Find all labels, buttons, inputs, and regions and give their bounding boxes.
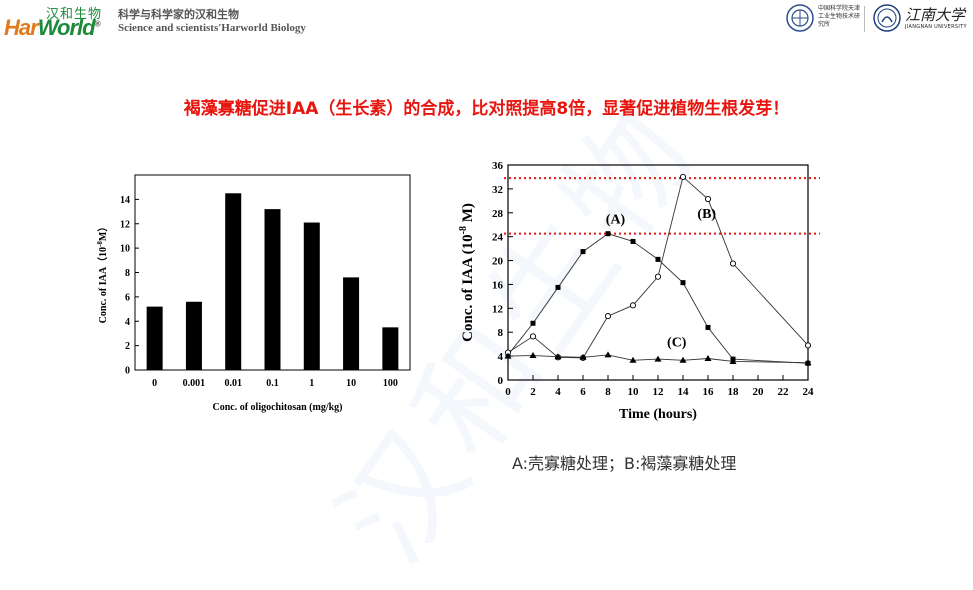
x-tick-label: 16: [703, 386, 715, 398]
y-tick-label: 4: [125, 317, 130, 328]
data-point: [680, 280, 686, 286]
bar: [185, 301, 202, 370]
bar: [382, 327, 399, 370]
x-tick-label: 1: [309, 378, 314, 389]
y-tick-label: 28: [492, 208, 504, 220]
series-line: [507, 176, 809, 359]
data-point: [555, 284, 561, 290]
y-tick-label: 8: [498, 327, 504, 339]
data-point: [630, 238, 636, 244]
data-point: [654, 273, 662, 280]
cas-institute-name: 中国科学院天津工业生物技术研究所: [818, 5, 861, 28]
bar: [264, 209, 281, 370]
data-point: [804, 342, 812, 349]
series-line: [507, 233, 809, 364]
y-tick-label: 20: [492, 256, 504, 268]
y-tick-label: 36: [492, 160, 504, 172]
x-tick-label: 0.1: [266, 378, 279, 389]
plot-frame: [507, 164, 809, 381]
x-tick-label: 4: [555, 386, 561, 398]
data-point: [679, 173, 687, 180]
data-point: [605, 231, 611, 237]
x-tick-label: 20: [753, 386, 765, 398]
y-tick-label: 4: [498, 351, 504, 363]
bar: [146, 306, 163, 370]
data-point: [604, 351, 612, 358]
data-point: [654, 355, 662, 362]
data-point: [504, 352, 512, 359]
x-tick-label: 0: [152, 378, 157, 389]
data-point: [655, 256, 661, 262]
x-tick-label: 0.01: [224, 378, 242, 389]
y-tick-label: 0: [498, 375, 504, 387]
bar-chart-iaa-concentration: 0 2 4 6 8 10 12 14 0 0.001 0.01 0.1 1 10 100 Conc. of o…: [96, 174, 411, 413]
series-label: (C): [667, 336, 687, 351]
jiangnan-university-english: JIANGNAN UNIVERSITY: [905, 24, 967, 30]
data-point: [729, 260, 737, 267]
y-tick-label: 2: [125, 341, 130, 352]
data-point: [679, 356, 687, 363]
data-point: [629, 356, 637, 363]
x-tick-label: 0.001: [183, 378, 206, 389]
y-tick-label: 14: [120, 195, 130, 206]
bar: [343, 277, 360, 370]
data-point: [554, 353, 562, 360]
y-tick-label: 32: [492, 184, 504, 196]
x-tick-label: 10: [628, 386, 640, 398]
chart-caption: A:壳寡糖处理；B:褐藻寡糖处理: [512, 454, 737, 473]
series-label: (B): [697, 207, 716, 222]
page-headline: 褐藻寡糖促进IAA（生长素）的合成，比对照提高8倍，显著促进植物生根发芽！: [183, 99, 790, 119]
y-tick-label: 6: [125, 292, 130, 303]
data-point: [629, 302, 637, 309]
data-point: [804, 359, 812, 366]
tagline-chinese: 科学与科学家的汉和生物: [118, 8, 239, 21]
data-point: [705, 324, 711, 330]
cas-institute-seal-icon: [786, 4, 814, 32]
y-tick-label: 12: [492, 303, 504, 315]
header-divider: [864, 6, 865, 32]
data-point: [529, 352, 537, 359]
x-tick-label: 2: [530, 386, 536, 398]
x-tick-label: 10: [346, 378, 356, 389]
x-tick-label: 8: [605, 386, 611, 398]
logo-chinese: 汉和生物: [46, 7, 103, 22]
bar: [303, 222, 320, 370]
data-point: [580, 249, 586, 255]
data-point: [579, 353, 587, 360]
data-point: [604, 313, 612, 320]
data-point: [704, 195, 712, 203]
y-tick-label: 8: [125, 268, 130, 279]
y-axis-label: Conc. of IAA (10-8 M): [458, 203, 476, 342]
header: 汉和生物 HarWorld® 科学与科学家的汉和生物 Science and s…: [0, 0, 973, 44]
data-point: [729, 357, 737, 364]
y-tick-label: 16: [492, 279, 504, 291]
y-tick-label: 10: [120, 244, 130, 255]
bar: [225, 193, 242, 370]
data-point: [529, 333, 537, 340]
data-point: [530, 320, 536, 326]
y-tick-label: 12: [120, 219, 130, 230]
jiangnan-university-name: 江南大学: [905, 6, 966, 24]
x-tick-label: 12: [653, 386, 665, 398]
x-axis-label: Time (hours): [619, 407, 697, 422]
x-axis-label: Conc. of oligochitosan (mg/kg): [213, 402, 343, 413]
x-tick-label: 22: [778, 386, 790, 398]
series-label: (A): [606, 213, 626, 228]
x-tick-label: 0: [505, 386, 511, 398]
y-tick-label: 24: [492, 232, 504, 244]
data-point: [704, 355, 712, 361]
x-tick-label: 18: [728, 386, 740, 398]
jiangnan-university-seal-icon: [873, 4, 901, 32]
x-tick-label: 14: [678, 386, 690, 398]
x-tick-label: 6: [580, 386, 586, 398]
y-tick-label: 0: [125, 366, 130, 377]
y-axis-label: Conc. of IAA（10-8M）: [96, 222, 109, 324]
x-tick-label: 100: [383, 378, 398, 389]
x-tick-label: 24: [803, 386, 815, 398]
logo-harworld: HarWorld®: [4, 15, 100, 40]
tagline-english: Science and scientists'Harworld Biology: [118, 22, 306, 34]
